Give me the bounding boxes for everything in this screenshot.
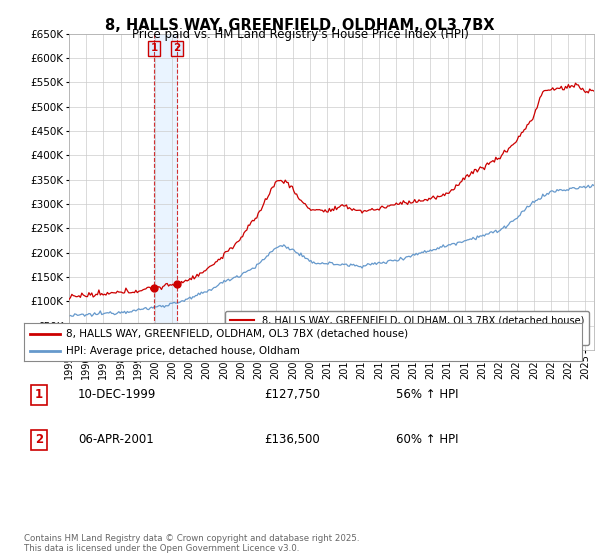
Text: 60% ↑ HPI: 60% ↑ HPI [396,433,458,446]
Text: 56% ↑ HPI: 56% ↑ HPI [396,388,458,402]
Text: 10-DEC-1999: 10-DEC-1999 [78,388,157,402]
Text: Contains HM Land Registry data © Crown copyright and database right 2025.
This d: Contains HM Land Registry data © Crown c… [24,534,359,553]
Text: 1: 1 [151,43,158,53]
Bar [154,34,177,350]
Text: 8, HALLS WAY, GREENFIELD, OLDHAM, OL3 7BX: 8, HALLS WAY, GREENFIELD, OLDHAM, OL3 7B… [105,18,495,33]
Text: Price paid vs. HM Land Registry's House Price Index (HPI): Price paid vs. HM Land Registry's House … [131,28,469,41]
Text: £136,500: £136,500 [264,433,320,446]
Text: HPI: Average price, detached house, Oldham: HPI: Average price, detached house, Oldh… [66,346,300,356]
Text: 8, HALLS WAY, GREENFIELD, OLDHAM, OL3 7BX (detached house): 8, HALLS WAY, GREENFIELD, OLDHAM, OL3 7B… [66,329,408,339]
Text: 1: 1 [35,388,43,402]
Text: £127,750: £127,750 [264,388,320,402]
Text: 2: 2 [173,43,181,53]
Text: 06-APR-2001: 06-APR-2001 [78,433,154,446]
Text: 2: 2 [35,433,43,446]
Legend: 8, HALLS WAY, GREENFIELD, OLDHAM, OL3 7BX (detached house), HPI: Average price, : 8, HALLS WAY, GREENFIELD, OLDHAM, OL3 7B… [225,311,589,345]
